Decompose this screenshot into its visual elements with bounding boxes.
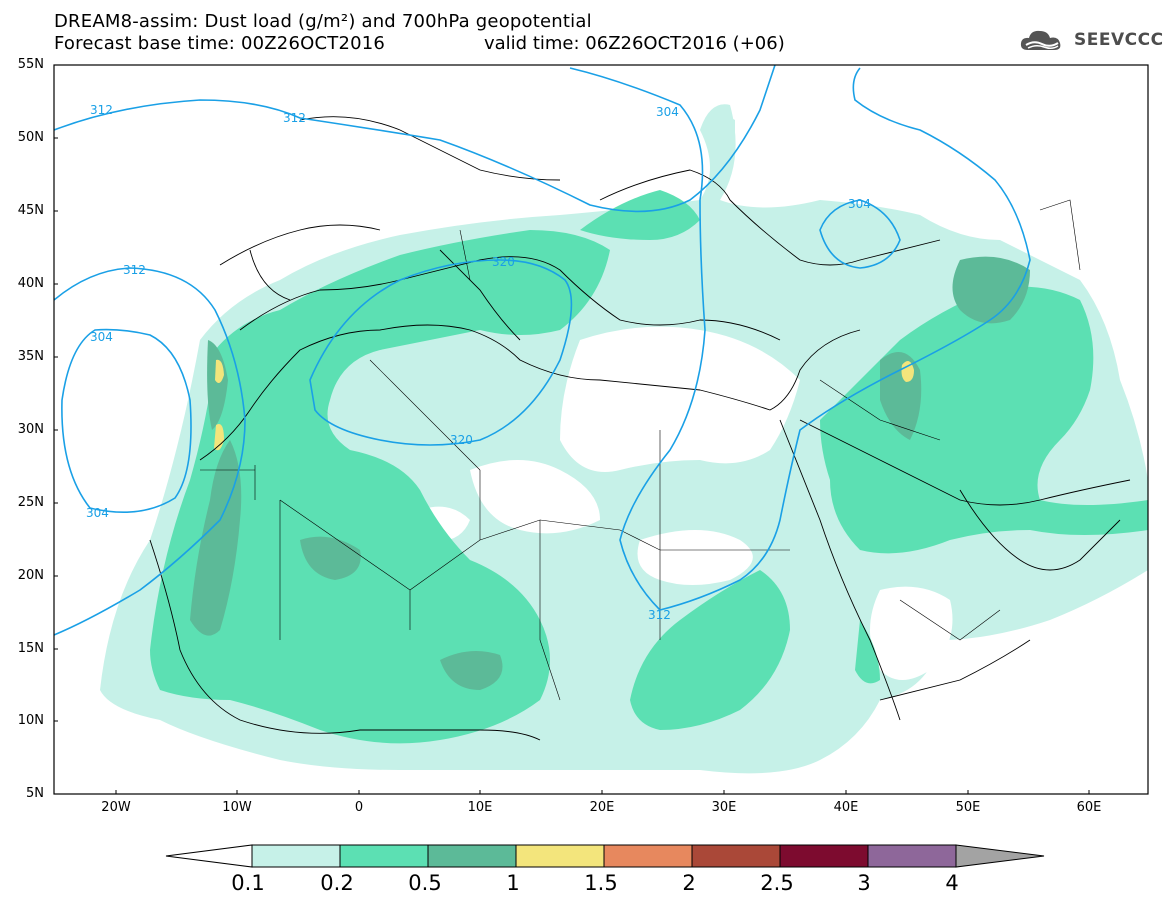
colorbar-swatch [251,844,341,868]
lon-label: 20W [101,800,131,815]
colorbar-swatch [779,844,869,868]
lat-label: 5N [26,786,44,801]
contour-label: 320 [450,433,473,447]
seevccc-logo: SEEVCCC [1018,26,1164,54]
lon-label: 20E [589,800,615,815]
forecast-base-time: Forecast base time: 00Z26OCT2016 [54,33,386,54]
geopotential-contours [54,65,1031,636]
contour-label: 304 [86,506,109,520]
colorbar-label: 1 [506,871,520,895]
lat-ticks [54,64,1090,794]
lat-label: 40N [17,276,44,291]
map-title: DREAM8-assim: Dust load (g/m²) and 700hP… [54,11,592,32]
contour-label: 312 [283,111,306,125]
colorbar-swatch [691,844,781,868]
dust-fields: 312 312 304 304 320 320 304 312 312 304 [54,65,1148,774]
lon-label: 30E [711,800,737,815]
valid-time: valid time: 06Z26OCT2016 (+06) [484,33,785,54]
colorbar-swatch [603,844,693,868]
lat-label: 15N [17,641,44,656]
colorbar-swatch [515,844,605,868]
contour-label: 320 [492,255,515,269]
colorbar-label: 0.2 [320,871,354,895]
lon-label: 10W [222,800,252,815]
colorbar-swatch [339,844,429,868]
lon-label: 10E [467,800,493,815]
contour-label: 312 [90,103,113,117]
colorbar-extend-low [165,844,253,868]
colorbar-label: 1.5 [584,871,618,895]
colorbar-label: 2.5 [760,871,794,895]
colorbar-label: 0.5 [408,871,442,895]
lon-label: 60E [1076,800,1102,815]
lat-label: 20N [17,568,44,583]
colorbar-label: 0.1 [231,871,265,895]
coastlines [149,116,1131,741]
lat-label: 35N [17,349,44,364]
contour-label: 312 [648,608,671,622]
dust-layer-peak [214,359,914,451]
lat-label: 30N [17,422,44,437]
colorbar-swatch [427,844,517,868]
borders [200,199,1081,701]
cloud-icon [1020,30,1061,50]
lat-label: 10N [17,713,44,728]
contour-label: 304 [656,105,679,119]
contour-label: 304 [90,330,113,344]
colorbar-label: 3 [857,871,871,895]
contour-label: 312 [123,263,146,277]
lon-label: 50E [955,800,981,815]
lon-label: 0 [354,800,364,815]
colorbar-label: 2 [682,871,696,895]
lat-label: 50N [17,130,44,145]
contour-labels: 312 312 304 304 320 320 304 312 312 304 [86,103,871,622]
logo-text: SEEVCCC [1074,30,1164,50]
lat-label: 55N [17,57,44,72]
contour-label: 304 [848,197,871,211]
lat-label: 45N [17,203,44,218]
colorbar-label: 4 [945,871,959,895]
lon-label: 40E [833,800,859,815]
lat-label: 25N [17,495,44,510]
colorbar-swatch [867,844,957,868]
colorbar-extend-high [955,844,1045,868]
